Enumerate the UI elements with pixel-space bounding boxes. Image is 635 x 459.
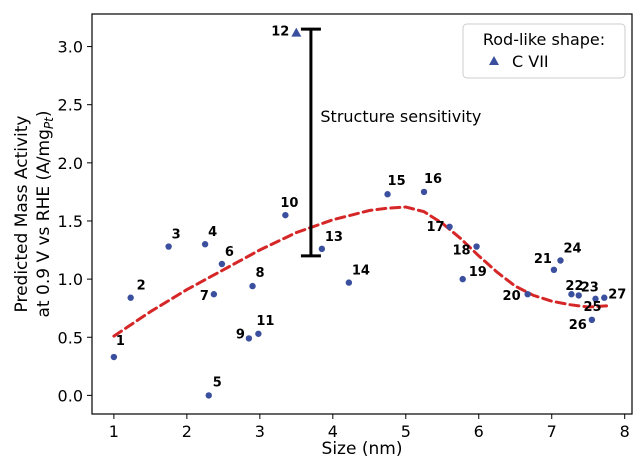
data-point: [568, 291, 575, 298]
point-label: 2: [137, 279, 146, 294]
y-tick-label: 0.5: [58, 328, 83, 347]
legend-triangle-marker: [489, 56, 499, 65]
y-tick-label: 2.0: [58, 154, 83, 173]
data-point: [249, 282, 256, 290]
x-tick-label: 5: [401, 422, 411, 441]
y-tick-label: 2.5: [58, 96, 83, 115]
data-point: [446, 223, 453, 230]
y-axis-label-line2: at 0.9 V vs RHE (A/mgPt): [34, 111, 56, 318]
range-bar: [300, 27, 321, 258]
x-tick-label: 1: [109, 422, 119, 441]
y-tick-label: 1.5: [58, 212, 83, 231]
point-label: 8: [256, 266, 265, 281]
x-tick-label: 4: [328, 422, 338, 441]
special-point-triangle: [291, 27, 302, 37]
x-tick-label: 2: [182, 422, 192, 441]
data-point: [110, 353, 118, 361]
point-label: 6: [225, 245, 234, 260]
data-point: [550, 266, 558, 274]
y-axis-label: Predicted Mass Activity at 0.9 V vs RHE …: [12, 111, 56, 318]
trend-line: [112, 205, 608, 338]
data-point: [384, 191, 391, 198]
legend: Rod-like shape: C VII: [462, 23, 626, 79]
x-tick-label: 8: [620, 422, 630, 441]
data-point: [282, 211, 289, 219]
data-point: [524, 291, 531, 298]
trend-layer: [112, 205, 608, 338]
y-tick-label: 0.0: [58, 386, 83, 405]
data-point: [345, 279, 353, 286]
x-tick-label: 6: [474, 422, 484, 441]
data-point: [318, 245, 326, 253]
points-layer: [110, 27, 608, 399]
y-axis-label-line1: Predicted Mass Activity: [12, 116, 32, 313]
point-label: 25: [584, 300, 602, 315]
point-label: 27: [608, 288, 626, 303]
annotation-structure-sensitivity: Structure sensitivity: [320, 107, 481, 126]
point-label: 17: [426, 220, 444, 235]
point-label: 21: [534, 252, 552, 267]
data-point: [420, 188, 428, 196]
data-point: [245, 335, 253, 342]
point-label: 14: [352, 264, 370, 279]
y-tick-label: 3.0: [58, 38, 83, 57]
point-label: 26: [569, 318, 587, 333]
data-point: [201, 241, 209, 248]
axes: 1 2 3 4 5 6 7 80.00.51.01.52.02.53.0: [58, 13, 633, 441]
legend-box: [462, 23, 626, 79]
point-label: 5: [213, 375, 222, 390]
axes-frame: [91, 13, 633, 415]
x-tick-label: 3: [255, 422, 265, 441]
point-label: 19: [469, 265, 487, 280]
point-label: 20: [503, 289, 521, 304]
data-point: [557, 257, 564, 264]
data-point: [588, 316, 596, 324]
data-point: [255, 330, 262, 337]
data-point: [459, 275, 466, 283]
data-point: [592, 295, 599, 303]
x-tick-label: 7: [547, 422, 557, 441]
point-label: 18: [452, 244, 470, 259]
point-label: 16: [424, 172, 442, 187]
data-point: [205, 392, 212, 399]
point-label: 12: [271, 25, 289, 40]
point-label: 11: [256, 314, 274, 329]
data-point: [165, 243, 172, 250]
point-label: 3: [172, 228, 181, 243]
point-label: 13: [325, 230, 343, 245]
data-point: [601, 294, 608, 301]
legend-entry: C VII: [512, 52, 549, 71]
data-point: [210, 291, 218, 298]
data-point: [473, 243, 480, 250]
point-label: 10: [280, 196, 298, 211]
data-point: [218, 260, 226, 268]
data-point: [127, 294, 134, 301]
point-label: 15: [388, 174, 406, 189]
point-label: 24: [563, 242, 581, 257]
point-label: 4: [208, 225, 217, 240]
y-tick-label: 1.0: [58, 270, 83, 289]
point-label: 22: [565, 279, 583, 294]
x-axis-label: Size (nm): [322, 439, 403, 459]
point-label: 9: [236, 327, 245, 342]
point-label: 7: [200, 289, 209, 304]
data-point: [575, 292, 582, 299]
point-label: 1: [116, 334, 125, 349]
point-label: 23: [581, 280, 599, 295]
legend-title: Rod-like shape:: [483, 30, 605, 49]
